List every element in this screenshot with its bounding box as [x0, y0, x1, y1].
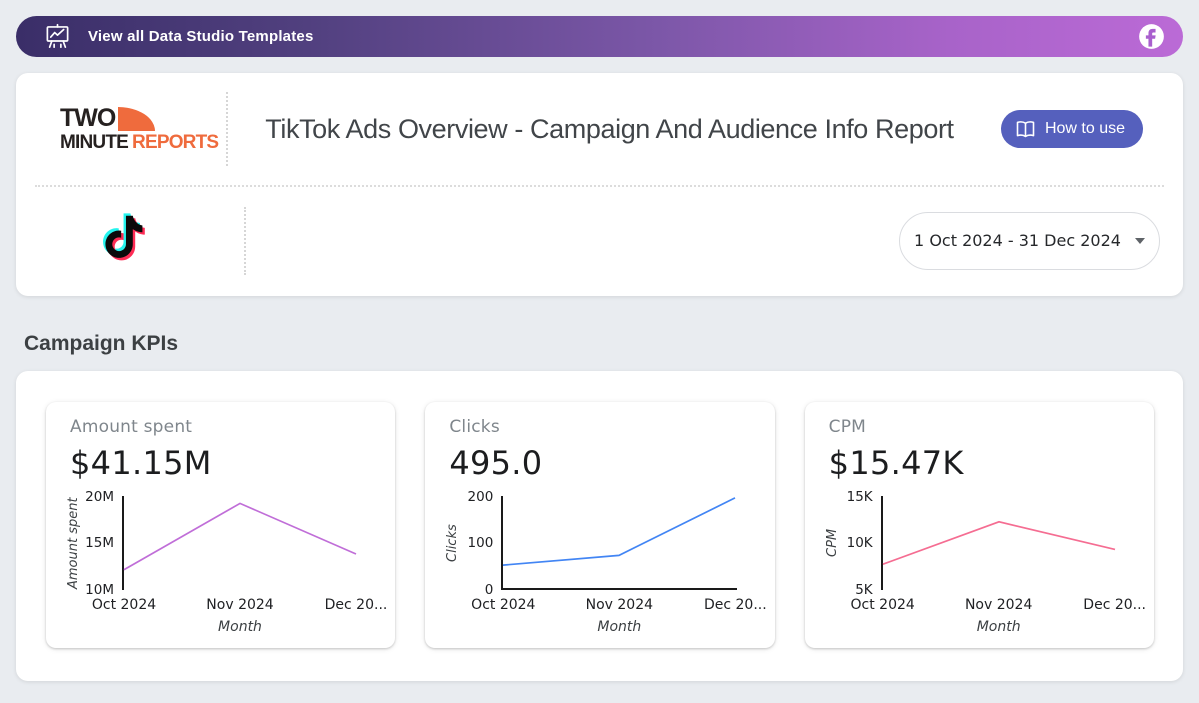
- horizontal-dotted-divider: [35, 185, 1164, 187]
- kpi-card-clicks: Clicks 495.0 Clicks 200 100 0 Oct 2024 N…: [425, 402, 775, 648]
- logo-line-1: TWO: [60, 106, 210, 131]
- kpi-value: $15.47K: [828, 444, 964, 482]
- logo-wedge-shape: [118, 107, 156, 131]
- plot-area: [501, 496, 738, 590]
- open-book-icon: [1016, 120, 1035, 137]
- x-tick: Nov 2024: [585, 597, 654, 613]
- date-range-selector[interactable]: 1 Oct 2024 - 31 Dec 2024: [899, 211, 1160, 270]
- x-tick: Oct 2024: [850, 597, 915, 613]
- x-tick: Nov 2024: [964, 597, 1033, 613]
- line-chart-amount-spent: Amount spent 20M 15M 10M Oct 2024 Nov 20…: [46, 489, 395, 640]
- y-tick: 100: [467, 535, 494, 551]
- line-chart-cpm: CPM 15K 10K 5K Oct 2024 Nov 2024 Dec 20.…: [805, 489, 1154, 640]
- x-tick: Dec 20...: [703, 597, 767, 613]
- vertical-dotted-divider: [244, 206, 246, 275]
- x-axis-title: Month: [218, 619, 262, 635]
- templates-banner[interactable]: View all Data Studio Templates: [16, 16, 1183, 57]
- data-line: [503, 497, 736, 566]
- y-tick: 20M: [85, 489, 114, 505]
- line-chart-clicks: Clicks 200 100 0 Oct 2024 Nov 2024 Dec 2…: [425, 489, 774, 640]
- kpi-label: Amount spent: [70, 417, 193, 437]
- y-tick: 10K: [846, 535, 873, 551]
- y-tick: 10M: [85, 582, 114, 598]
- tiktok-icon: [103, 212, 145, 260]
- presentation-chart-icon: [46, 23, 69, 49]
- kpi-value: 495.0: [449, 444, 543, 482]
- kpi-label: Clicks: [449, 417, 500, 437]
- header-top-row: TWO MINUTE REPORTS TikTok Ads Overview -…: [16, 73, 1183, 185]
- kpi-card-amount-spent: Amount spent $41.15M Amount spent 20M 15…: [46, 402, 396, 648]
- kpi-card-cpm: CPM $15.47K CPM 15K 10K 5K Oct 2024 Nov …: [804, 402, 1154, 648]
- data-line: [123, 502, 357, 571]
- y-tick: 5K: [855, 582, 873, 598]
- banner-label: View all Data Studio Templates: [88, 28, 314, 45]
- logo-word-reports: REPORTS: [132, 132, 219, 153]
- two-minute-reports-logo: TWO MINUTE REPORTS: [60, 106, 219, 153]
- page-title: TikTok Ads Overview - Campaign And Audie…: [265, 113, 954, 144]
- data-line: [882, 520, 1115, 565]
- x-tick: Dec 20...: [1083, 597, 1147, 613]
- x-tick: Dec 20...: [324, 597, 388, 613]
- vertical-dotted-divider: [226, 92, 228, 166]
- logo-line-2: MINUTE REPORTS: [60, 132, 219, 153]
- platform-logo-wrap: [16, 211, 228, 271]
- facebook-icon[interactable]: [1138, 23, 1165, 50]
- how-to-use-label: How to use: [1044, 120, 1125, 137]
- y-tick: 200: [467, 489, 494, 505]
- x-axis-title: Month: [597, 619, 642, 635]
- plot-area: [122, 496, 357, 590]
- chevron-down-icon: [1134, 237, 1145, 244]
- x-tick: Nov 2024: [206, 597, 274, 613]
- logo-word-minute: MINUTE: [60, 132, 129, 153]
- logo-word-two: TWO: [60, 104, 116, 132]
- plot-area: [880, 496, 1115, 590]
- kpi-value: $41.15M: [70, 444, 212, 482]
- y-tick: 0: [484, 582, 494, 598]
- how-to-use-button[interactable]: How to use: [1000, 110, 1143, 148]
- kpi-cards-container: Amount spent $41.15M Amount spent 20M 15…: [16, 371, 1183, 681]
- header-bottom-row: 1 Oct 2024 - 31 Dec 2024: [16, 187, 1183, 294]
- section-title: Campaign KPIs: [24, 332, 179, 355]
- y-tick: 15K: [846, 489, 873, 505]
- x-tick: Oct 2024: [91, 597, 157, 613]
- x-axis-title: Month: [976, 619, 1021, 635]
- y-tick: 15M: [85, 535, 114, 551]
- date-range-value: 1 Oct 2024 - 31 Dec 2024: [914, 231, 1121, 250]
- kpi-label: CPM: [828, 417, 867, 437]
- report-header-card: TWO MINUTE REPORTS TikTok Ads Overview -…: [16, 73, 1183, 296]
- x-tick: Oct 2024: [471, 597, 536, 613]
